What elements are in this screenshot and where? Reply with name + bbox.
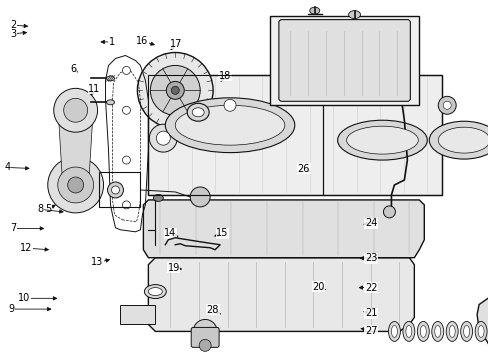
FancyBboxPatch shape [278, 20, 409, 101]
Text: 2: 2 [10, 20, 27, 30]
Ellipse shape [463, 325, 468, 337]
Circle shape [199, 339, 211, 351]
Ellipse shape [153, 194, 163, 201]
Text: 9: 9 [9, 304, 51, 314]
Text: 27: 27 [361, 325, 377, 336]
Text: 1: 1 [101, 37, 115, 47]
Circle shape [383, 206, 395, 218]
Text: 17: 17 [170, 39, 182, 50]
Ellipse shape [106, 76, 114, 81]
Ellipse shape [348, 11, 360, 19]
Ellipse shape [448, 325, 454, 337]
Text: 11: 11 [88, 84, 101, 95]
Ellipse shape [387, 321, 400, 341]
Circle shape [156, 131, 170, 145]
Ellipse shape [187, 103, 209, 121]
Ellipse shape [416, 321, 428, 341]
Polygon shape [59, 120, 92, 185]
Circle shape [171, 86, 179, 94]
Bar [148, 75, 441, 195]
Text: 19: 19 [167, 263, 181, 273]
Text: 21: 21 [363, 309, 377, 318]
Polygon shape [476, 298, 488, 354]
Ellipse shape [405, 325, 411, 337]
Circle shape [122, 201, 130, 209]
Circle shape [58, 167, 93, 203]
Text: 13: 13 [91, 257, 109, 267]
Bar [99, 172, 140, 207]
Text: 20: 20 [312, 282, 325, 292]
Polygon shape [120, 305, 155, 324]
Circle shape [67, 177, 83, 193]
Bar [148, 75, 322, 195]
Circle shape [48, 157, 103, 213]
Text: 18: 18 [219, 71, 231, 81]
Ellipse shape [390, 325, 397, 337]
Bar [322, 75, 441, 195]
Ellipse shape [402, 321, 414, 341]
Ellipse shape [309, 7, 319, 14]
Text: 12: 12 [20, 243, 48, 253]
Circle shape [149, 124, 177, 152]
Ellipse shape [106, 100, 114, 105]
Circle shape [122, 156, 130, 164]
Circle shape [63, 98, 87, 122]
Ellipse shape [346, 126, 417, 154]
Text: 10: 10 [18, 293, 57, 303]
Ellipse shape [420, 325, 426, 337]
Ellipse shape [165, 98, 294, 153]
Text: 5: 5 [45, 204, 55, 214]
Text: 26: 26 [297, 163, 310, 174]
Text: 4: 4 [4, 162, 29, 172]
Circle shape [150, 66, 200, 115]
Text: 28: 28 [206, 305, 220, 315]
Ellipse shape [337, 120, 427, 160]
Ellipse shape [446, 321, 457, 341]
Ellipse shape [192, 108, 203, 117]
Circle shape [137, 53, 213, 128]
Text: 24: 24 [363, 218, 377, 228]
Text: 23: 23 [360, 253, 377, 263]
Ellipse shape [437, 127, 488, 153]
FancyBboxPatch shape [191, 328, 219, 347]
Circle shape [224, 99, 236, 111]
Circle shape [111, 186, 119, 194]
Text: 22: 22 [359, 283, 377, 293]
Ellipse shape [474, 321, 486, 341]
Text: 6: 6 [70, 64, 77, 74]
Circle shape [166, 81, 184, 99]
Text: 25: 25 [360, 129, 377, 138]
Ellipse shape [434, 325, 440, 337]
Bar [269, 15, 419, 105]
Circle shape [193, 319, 217, 343]
Ellipse shape [460, 321, 471, 341]
Text: 7: 7 [10, 224, 43, 233]
Polygon shape [148, 258, 413, 332]
Circle shape [122, 67, 130, 75]
Ellipse shape [477, 325, 483, 337]
Ellipse shape [175, 105, 285, 145]
Circle shape [107, 182, 123, 198]
Text: 8: 8 [38, 204, 63, 215]
Text: 15: 15 [214, 228, 228, 238]
Ellipse shape [144, 285, 166, 298]
Ellipse shape [428, 121, 488, 159]
Ellipse shape [148, 288, 162, 296]
Circle shape [437, 96, 455, 114]
Circle shape [122, 106, 130, 114]
Text: 14: 14 [164, 228, 178, 238]
Circle shape [54, 88, 98, 132]
Text: 3: 3 [10, 29, 26, 39]
Circle shape [190, 187, 210, 207]
Polygon shape [143, 200, 424, 258]
Text: 16: 16 [136, 36, 154, 46]
Circle shape [442, 101, 450, 109]
Ellipse shape [431, 321, 443, 341]
